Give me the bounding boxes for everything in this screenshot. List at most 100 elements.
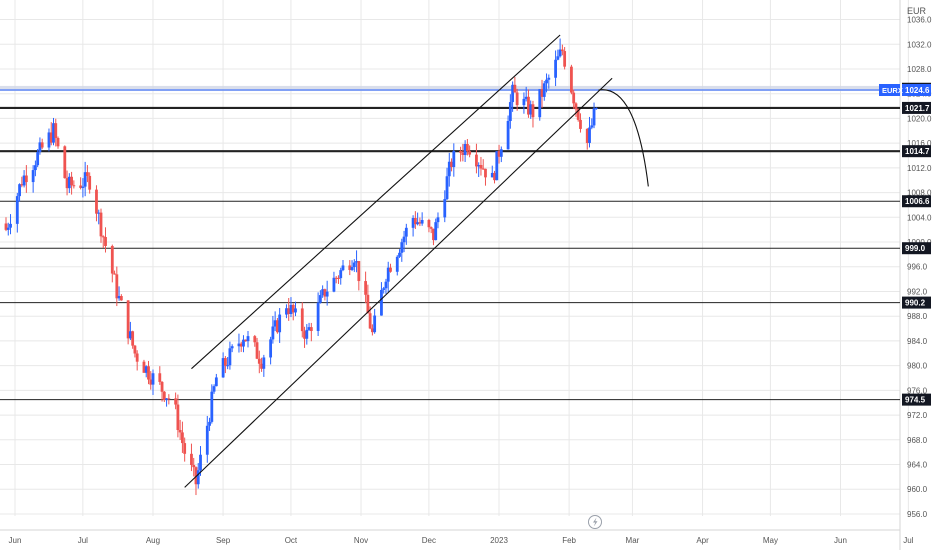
candle-body <box>81 186 85 188</box>
candle-body <box>83 172 87 187</box>
y-tick-label: 1020.0 <box>907 114 932 123</box>
y-tick-label: 1028.0 <box>907 65 932 74</box>
candle-body <box>181 432 184 444</box>
candle-body <box>325 291 329 297</box>
candle-body <box>350 267 354 270</box>
y-tick-label: 984.0 <box>907 337 928 346</box>
symbol-badge-box[interactable] <box>879 84 900 96</box>
candle-body <box>239 343 243 347</box>
candle-body <box>72 185 76 187</box>
candle-body <box>183 443 187 454</box>
candle-body <box>289 304 293 314</box>
horizontal-levels <box>0 106 900 401</box>
candle-body <box>271 326 275 340</box>
candle-body <box>459 151 462 153</box>
candle-body <box>499 149 503 157</box>
candle-body <box>165 398 168 400</box>
x-tick-label: Mar <box>626 536 640 545</box>
candle-body <box>443 199 447 218</box>
candle-body <box>151 373 155 385</box>
price-axis[interactable]: 1036.01032.01028.01024.01020.01016.01012… <box>907 16 932 519</box>
candle-body <box>357 261 361 282</box>
candle-body <box>86 172 89 176</box>
candle-body <box>590 125 594 128</box>
candle-body <box>147 366 150 380</box>
candle-body <box>334 277 338 279</box>
candle-body <box>479 164 483 169</box>
candle-body <box>38 142 42 153</box>
price-label-box <box>902 195 931 208</box>
candle-body <box>318 295 322 303</box>
candle-body <box>452 151 456 168</box>
candle-body <box>212 386 216 392</box>
x-tick-label: 2023 <box>490 536 508 545</box>
candle-body <box>262 357 266 369</box>
x-tick-label: Nov <box>354 536 368 545</box>
candle-body <box>337 277 340 279</box>
candle-body <box>110 245 114 274</box>
currency-label: EUR <box>907 6 927 16</box>
y-tick-label: 992.0 <box>907 287 928 296</box>
candle-body <box>135 353 139 362</box>
candle-body <box>579 119 582 129</box>
candle-body <box>382 288 386 290</box>
candle-body <box>384 281 388 289</box>
candle-body <box>226 365 230 367</box>
candle-body <box>214 377 218 387</box>
candle-body <box>355 261 358 263</box>
candle-body <box>380 289 383 316</box>
candle-body <box>527 96 530 115</box>
candle-body <box>49 132 53 143</box>
candle-body <box>176 404 180 430</box>
candle-body <box>278 314 282 333</box>
x-tick-label: May <box>763 536 778 545</box>
candle-body <box>556 56 560 60</box>
price-label-box <box>902 393 931 406</box>
candle-body <box>572 92 576 104</box>
candle-body <box>554 59 557 78</box>
time-axis[interactable]: Jun Jul Aug Sep Oct Nov Dec 2023 Feb Mar Apr May Jun… <box>9 536 914 545</box>
candle-body <box>493 172 496 181</box>
candle-body <box>228 348 232 366</box>
price-label: 1014.7 <box>905 147 930 156</box>
candle-body <box>300 308 304 332</box>
candle-body <box>31 170 35 183</box>
candle-body <box>588 127 591 143</box>
candle-body <box>495 151 499 181</box>
candle-body <box>434 222 438 241</box>
y-tick-label: 968.0 <box>907 436 928 445</box>
candle-body <box>133 345 137 354</box>
candle-body <box>160 381 164 392</box>
candle-body <box>398 252 401 257</box>
candle-body <box>20 184 24 186</box>
y-tick-label: 1008.0 <box>907 189 932 198</box>
candle-body <box>237 343 241 347</box>
candle-body <box>9 223 12 228</box>
candle-body <box>576 109 580 120</box>
candle-body <box>321 289 325 296</box>
price-label: 990.2 <box>905 299 926 308</box>
candle-body <box>255 342 259 359</box>
candle-body <box>269 339 273 358</box>
x-tick-label: Sep <box>216 536 231 545</box>
candle-body <box>370 328 374 333</box>
candles <box>4 38 598 496</box>
y-tick-label: 996.0 <box>907 263 928 272</box>
candle-body <box>52 123 55 143</box>
x-tick-label: Jul <box>78 536 88 545</box>
candle-body <box>395 256 399 272</box>
candle-body <box>560 49 564 52</box>
candle-body <box>432 228 435 241</box>
lightning-icon[interactable] <box>588 515 602 529</box>
candle-body <box>196 470 200 485</box>
symbol-badge[interactable]: EURX <box>882 86 903 95</box>
candle-body <box>24 175 28 183</box>
candle-body <box>341 265 345 271</box>
candle-body <box>303 331 306 339</box>
y-tick-label: 976.0 <box>907 386 928 395</box>
candle-body <box>413 218 417 225</box>
y-tick-label: 1016.0 <box>907 139 932 148</box>
candle-body <box>574 103 578 110</box>
candle-body <box>205 425 209 455</box>
y-tick-label: 956.0 <box>907 510 928 519</box>
